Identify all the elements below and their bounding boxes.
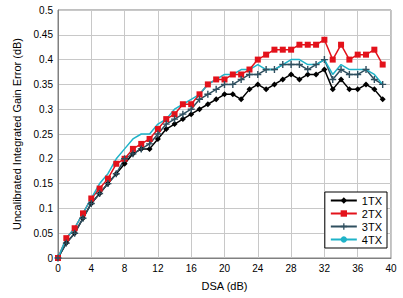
- svg-text:0.5: 0.5: [39, 5, 53, 16]
- svg-text:4: 4: [89, 263, 95, 274]
- svg-text:16: 16: [186, 263, 198, 274]
- svg-text:32: 32: [319, 263, 331, 274]
- svg-text:0.1: 0.1: [39, 203, 53, 214]
- svg-text:0.3: 0.3: [39, 104, 53, 115]
- svg-text:24: 24: [252, 263, 264, 274]
- svg-text:20: 20: [219, 263, 231, 274]
- svg-text:0.25: 0.25: [34, 129, 54, 140]
- svg-text:2TX: 2TX: [362, 208, 383, 220]
- svg-text:4TX: 4TX: [362, 234, 383, 246]
- svg-text:3TX: 3TX: [362, 221, 383, 233]
- svg-text:12: 12: [152, 263, 164, 274]
- svg-text:0.05: 0.05: [34, 228, 54, 239]
- svg-text:0.15: 0.15: [34, 178, 54, 189]
- svg-text:1TX: 1TX: [362, 195, 383, 207]
- svg-text:0: 0: [47, 253, 53, 264]
- svg-text:0: 0: [55, 263, 61, 274]
- svg-text:0.4: 0.4: [39, 54, 53, 65]
- svg-text:8: 8: [122, 263, 128, 274]
- svg-text:DSA (dB): DSA (dB): [202, 280, 248, 292]
- svg-text:0.45: 0.45: [34, 29, 54, 40]
- svg-text:0.35: 0.35: [34, 79, 54, 90]
- svg-text:0.2: 0.2: [39, 153, 53, 164]
- svg-text:40: 40: [385, 263, 397, 274]
- svg-text:28: 28: [286, 263, 298, 274]
- svg-text:Uncalibrated Integrated Gain E: Uncalibrated Integrated Gain Error (dB): [11, 38, 23, 230]
- svg-text:36: 36: [352, 263, 364, 274]
